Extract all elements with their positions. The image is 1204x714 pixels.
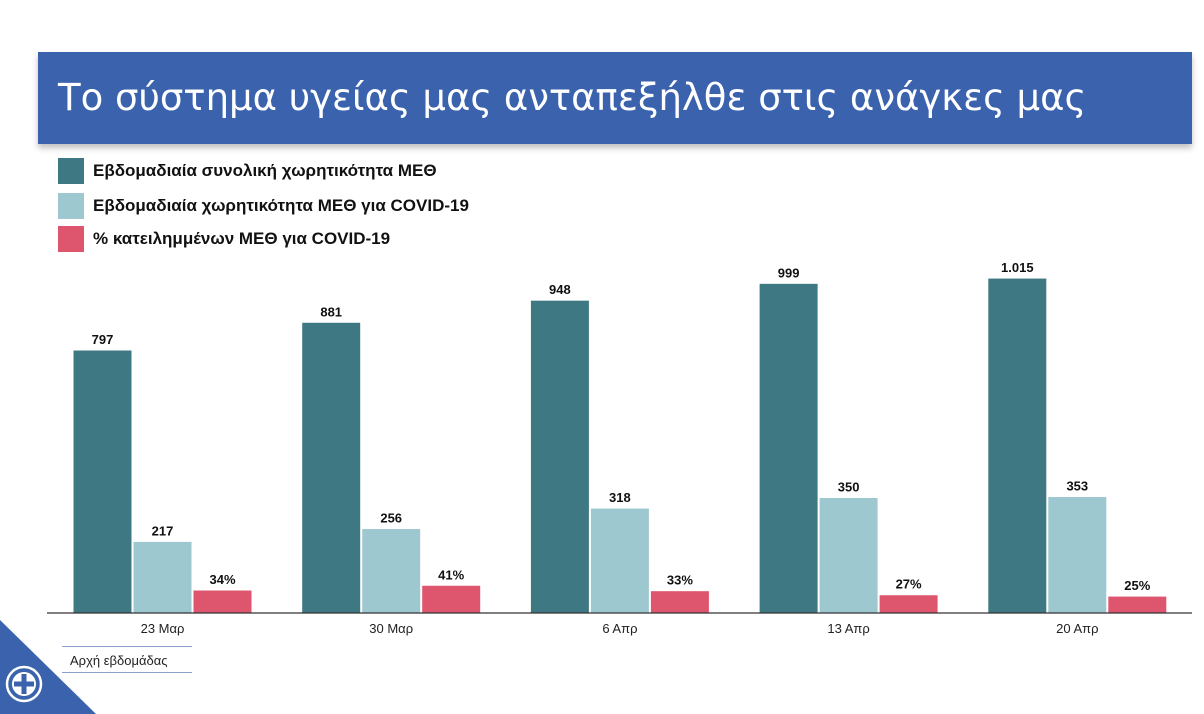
- legend-label-total: Εβδομαδιαία συνολική χωρητικότητα ΜΕΘ: [93, 161, 437, 180]
- corner-triangle: [0, 620, 96, 714]
- page-title: Το σύστημα υγείας μας ανταπεξήλθε στις α…: [58, 76, 1087, 119]
- data-label-covid: 318: [609, 490, 631, 505]
- data-label-total: 881: [320, 304, 342, 319]
- bar-pct: [649, 590, 710, 614]
- legend-label-pct: % κατειλημμένων ΜΕΘ για COVID-19: [93, 229, 391, 248]
- data-label-covid: 217: [152, 523, 174, 538]
- data-label-pct: 27%: [896, 577, 922, 592]
- data-label-covid: 256: [380, 511, 402, 526]
- bar-total: [301, 321, 362, 614]
- data-label-pct: 33%: [667, 573, 693, 588]
- bar-total: [529, 299, 590, 614]
- footer-label: Αρχή εβδομάδας: [70, 653, 168, 668]
- bar-covid: [589, 507, 650, 614]
- bar-covid: [361, 528, 422, 614]
- x-tick-label: 30 Μαρ: [369, 621, 413, 636]
- greek-emblem-icon: [5, 665, 43, 703]
- bar-covid: [818, 497, 879, 614]
- footer-divider-bottom: [62, 672, 192, 673]
- data-label-pct: 41%: [438, 567, 464, 582]
- bar-total: [987, 277, 1048, 614]
- bar-pct: [878, 594, 939, 614]
- data-label-total: 797: [92, 332, 114, 347]
- data-label-total: 1.015: [1001, 260, 1034, 275]
- bar-pct: [421, 584, 482, 614]
- legend-item-total: Εβδομαδιαία συνολική χωρητικότητα ΜΕΘ: [58, 158, 437, 184]
- legend-swatch-total: [58, 158, 84, 184]
- legend-item-pct: % κατειλημμένων ΜΕΘ για COVID-19: [58, 226, 390, 252]
- legend-label-covid: Εβδομαδιαία χωρητικότητα ΜΕΘ για COVID-1…: [93, 196, 469, 215]
- bar-total: [758, 282, 819, 614]
- title-banner: Το σύστημα υγείας μας ανταπεξήλθε στις α…: [38, 52, 1192, 144]
- bar-total: [72, 349, 133, 614]
- legend-swatch-pct: [58, 226, 84, 252]
- data-label-covid: 353: [1066, 479, 1088, 494]
- legend-item-covid: Εβδομαδιαία χωρητικότητα ΜΕΘ για COVID-1…: [58, 193, 469, 219]
- x-tick-label: 20 Απρ: [1056, 621, 1098, 636]
- bar-pct: [192, 589, 253, 614]
- bar-covid: [132, 540, 193, 614]
- x-tick-label: 13 Απρ: [827, 621, 869, 636]
- x-tick-label: 23 Μαρ: [141, 621, 185, 636]
- data-label-total: 948: [549, 282, 571, 297]
- x-tick-label: 6 Απρ: [602, 621, 637, 636]
- bar-covid: [1047, 496, 1108, 614]
- corner-emblem: [0, 620, 96, 714]
- footer-divider-top: [62, 646, 192, 647]
- data-label-total: 999: [778, 265, 800, 280]
- bar-pct: [1107, 595, 1168, 614]
- data-label-covid: 350: [838, 480, 860, 495]
- data-label-pct: 34%: [209, 572, 235, 587]
- legend-swatch-covid: [58, 193, 84, 219]
- data-label-pct: 25%: [1124, 578, 1150, 593]
